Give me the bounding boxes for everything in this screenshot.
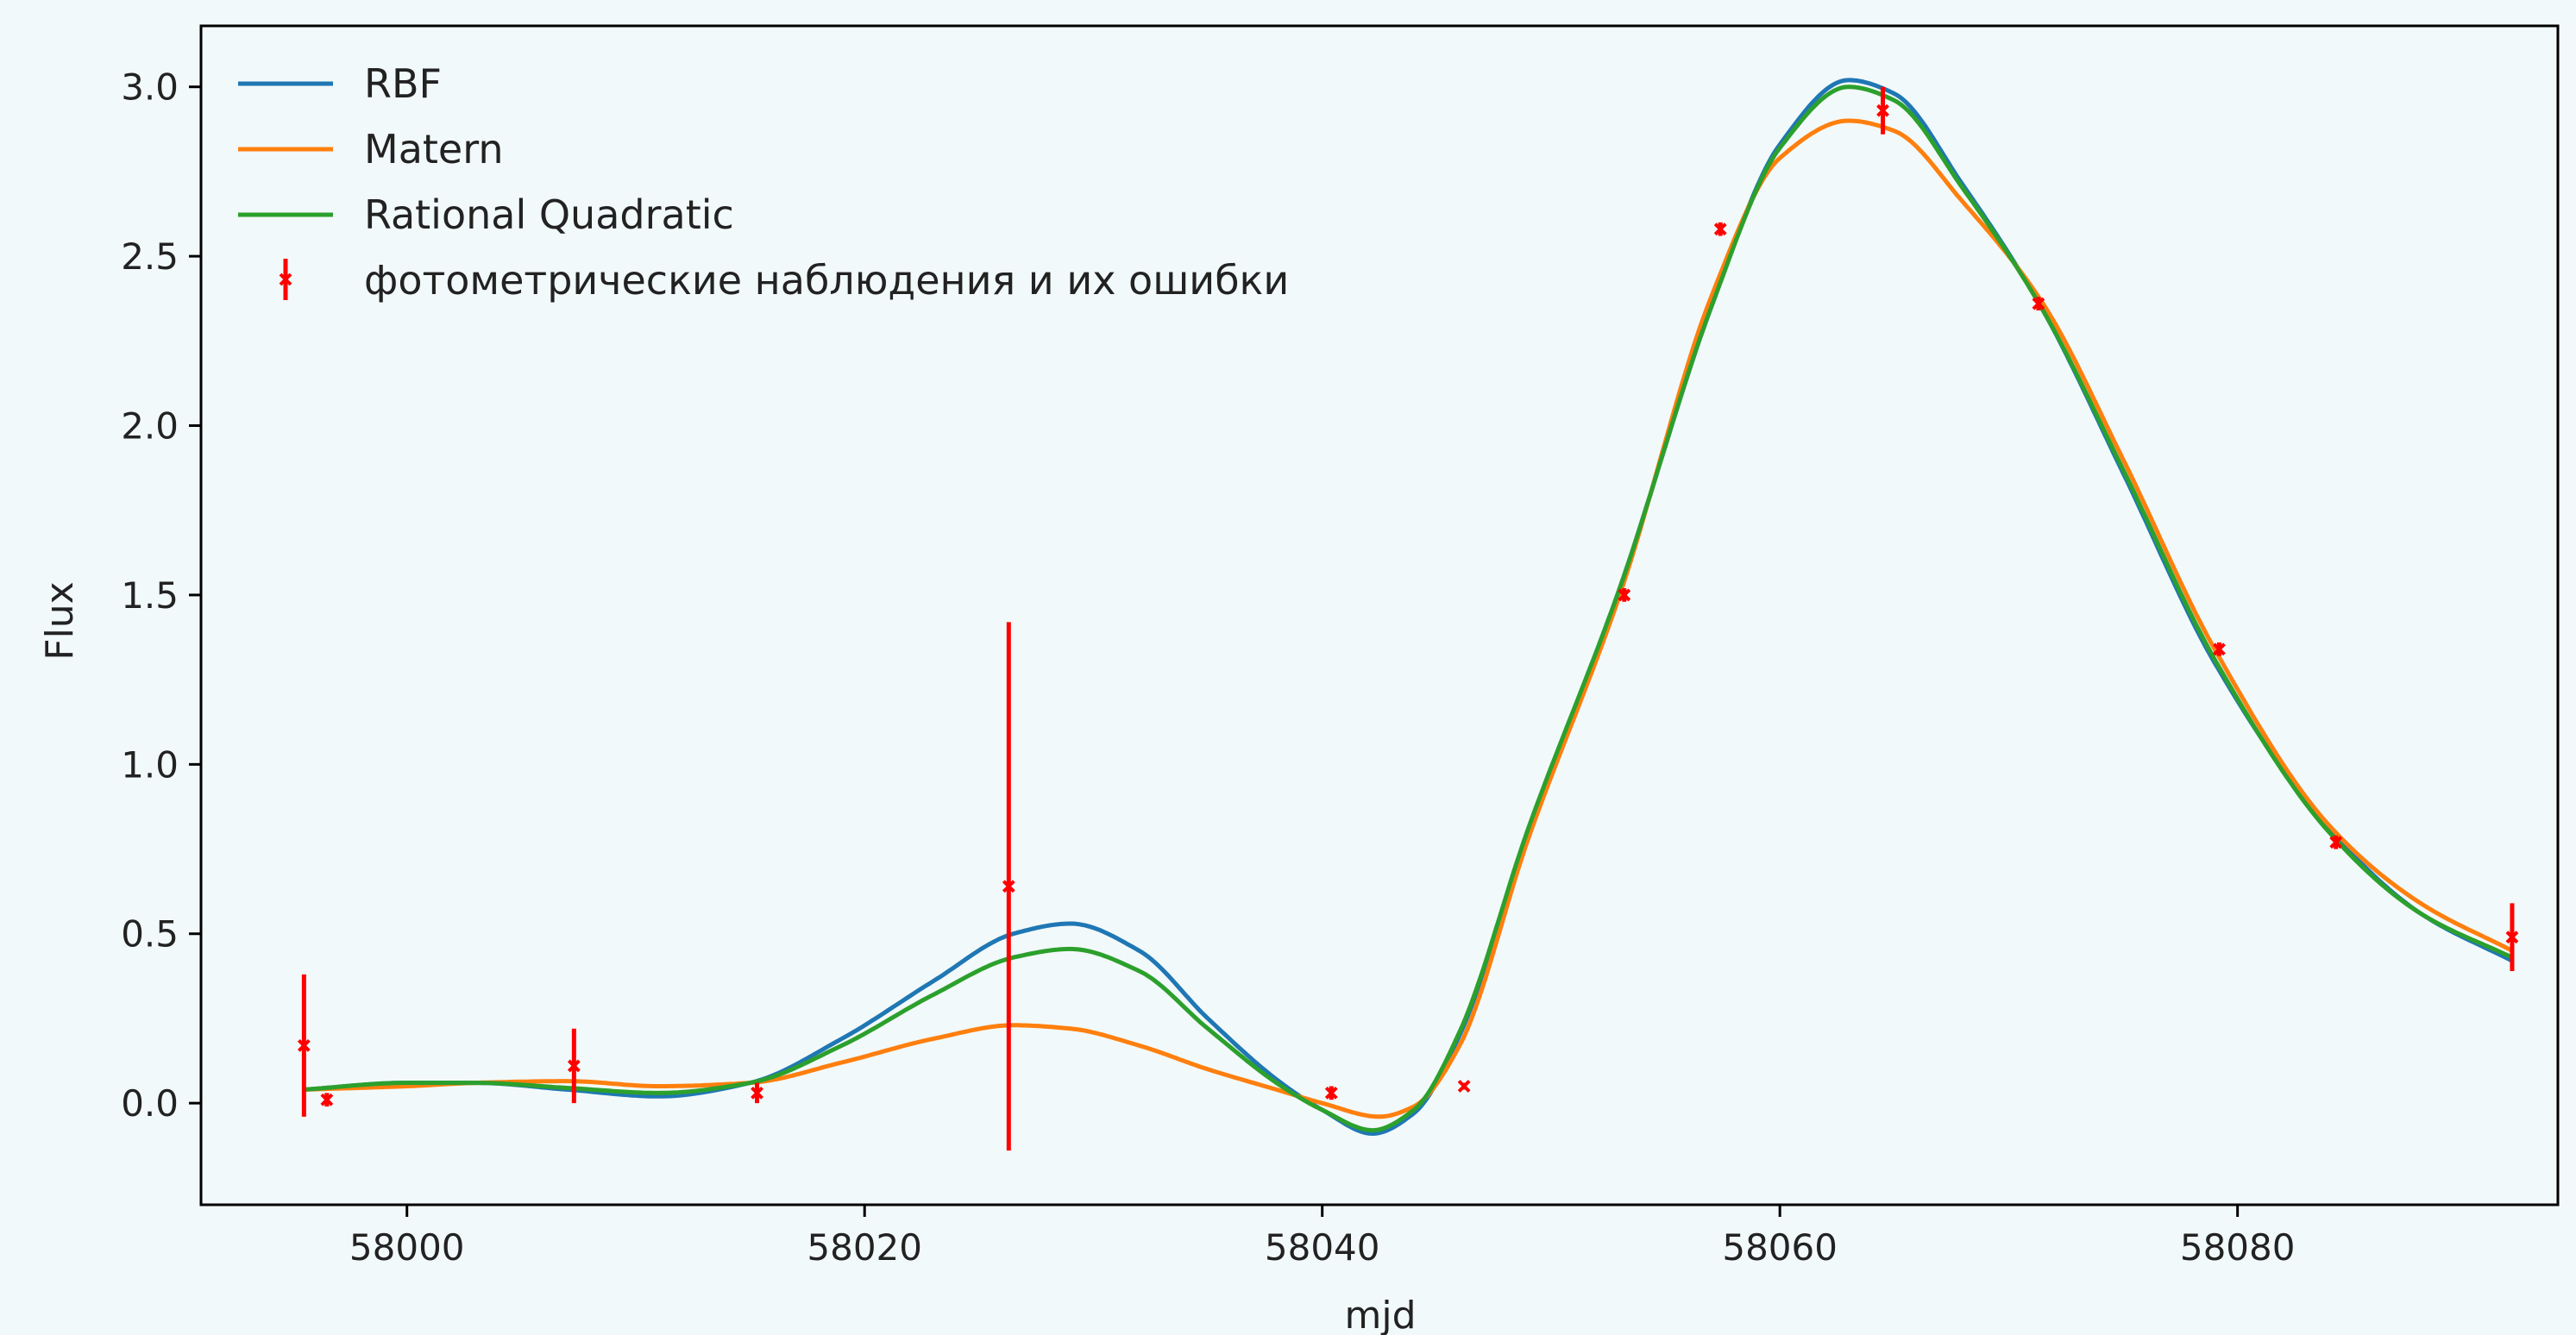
observation-point — [2505, 903, 2519, 971]
observation-marker — [297, 1038, 311, 1052]
observation-point — [2329, 835, 2343, 849]
observation-point — [1002, 622, 1015, 1151]
observation-marker — [1002, 880, 1015, 893]
legend-swatch-observations — [279, 259, 292, 300]
observation-point — [567, 1028, 581, 1104]
legend-label-matern: Matern — [364, 126, 503, 172]
x-tick-label: 58000 — [349, 1226, 465, 1269]
observation-marker — [1618, 588, 1631, 602]
x-tick-label: 58080 — [2180, 1226, 2296, 1269]
plot-content — [297, 78, 2519, 1151]
observation-marker — [2213, 642, 2226, 656]
y-axis-ticks: 0.0 0.5 1.0 1.5 2.0 2.5 3.0 — [121, 66, 201, 1125]
x-tick-label: 58060 — [1722, 1226, 1838, 1269]
y-tick-label: 1.5 — [121, 574, 179, 617]
x-tick-label: 58040 — [1265, 1226, 1380, 1269]
observation-point — [1324, 1086, 1338, 1100]
observation-marker — [1324, 1086, 1338, 1100]
observation-point — [1876, 86, 1889, 135]
legend: RBF Matern Rational Quadratic фотометрич… — [238, 60, 1289, 304]
observation-marker — [567, 1059, 581, 1073]
observation-point — [1618, 588, 1631, 602]
x-axis-ticks: 58000 58020 58040 58060 58080 — [349, 1205, 2296, 1269]
observation-marker — [2505, 931, 2519, 944]
observation-marker — [2329, 836, 2343, 849]
observation-point — [751, 1082, 763, 1104]
observation-point — [1713, 222, 1727, 236]
plot-frame — [199, 24, 2560, 1207]
x-axis-label: mjd — [1344, 1294, 1416, 1335]
observation-point — [2213, 642, 2226, 656]
x-tick-label: 58020 — [807, 1226, 922, 1269]
y-tick-label: 1.0 — [121, 743, 179, 786]
y-tick-label: 2.0 — [121, 405, 179, 448]
observation-point — [297, 974, 311, 1117]
y-tick-label: 0.0 — [121, 1082, 179, 1125]
legend-label-observations: фотометрические наблюдения и их ошибки — [364, 257, 1289, 304]
observation-marker — [2032, 297, 2045, 310]
y-axis-label: Flux — [38, 581, 82, 660]
y-tick-label: 2.5 — [121, 235, 179, 278]
series-line-rational-quadratic — [301, 85, 2515, 1133]
observation-point — [2032, 297, 2045, 310]
observation-marker — [1876, 103, 1889, 117]
observation-marker — [1457, 1080, 1471, 1093]
observation-marker — [751, 1086, 763, 1100]
legend-label-rational-quadratic: Rational Quadratic — [364, 191, 734, 238]
observation-point — [320, 1093, 334, 1107]
observation-point — [1457, 1080, 1471, 1093]
y-tick-label: 0.5 — [121, 913, 179, 956]
observation-marker — [1713, 222, 1727, 236]
legend-label-rbf: RBF — [364, 60, 442, 107]
observation-marker — [320, 1093, 334, 1106]
y-tick-label: 3.0 — [121, 66, 179, 109]
